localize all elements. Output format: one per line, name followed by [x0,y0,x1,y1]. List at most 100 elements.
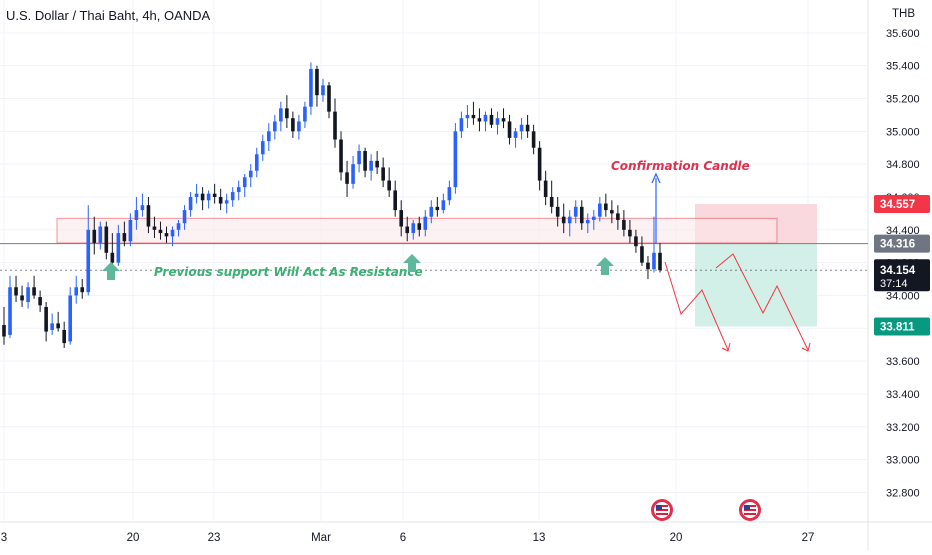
y-tick-label: 35.000 [886,126,920,138]
y-tick-label: 33.600 [886,356,920,368]
take-profit-badge [874,317,930,336]
candle-body [579,206,584,224]
candle-body [32,287,36,296]
y-tick-label: 34.800 [886,159,920,171]
candle-body [369,160,373,171]
candle-body [585,219,590,224]
candle-body [610,210,614,214]
candle-body [158,229,163,234]
candle-body [297,121,301,132]
candle-body [507,121,512,138]
candle-body [315,68,319,96]
y-tick-label: 34.000 [886,290,920,302]
candle-body [453,131,458,188]
candle-body [218,196,223,204]
candle-body [206,193,211,201]
candle-body [267,131,271,142]
candle-body [459,118,464,132]
candle-body [465,114,470,119]
candle-body [38,297,42,306]
candle-body [104,226,109,253]
y-tick-label: 34.400 [886,225,920,237]
candle-body [333,111,337,140]
projected-path-1-head [721,342,731,352]
candle-body [471,114,476,119]
candle-body [531,131,536,148]
candle-body [321,85,325,96]
time-axis: 3 20 23 Mar 6 13 20 27 [1,532,815,544]
candle-body [640,246,644,263]
green-arrow-3 [596,257,614,275]
candle-body [519,124,524,132]
candle-body [20,295,24,301]
currency-label: THB [892,8,915,20]
x-tick-label: 6 [400,532,406,544]
x-tick-label: 23 [208,532,221,544]
candle-body [26,287,30,303]
candle-body [248,170,253,178]
candle-body [152,226,157,230]
candle-body [616,213,620,220]
y-tick-label: 35.400 [886,61,920,73]
candle-body [62,329,66,344]
candle-body [80,287,85,293]
candle-body [435,206,440,211]
candle-body [387,180,391,191]
chart-title: U.S. Dollar / Thai Baht, 4h, OANDA [6,8,211,23]
candle-body [122,233,127,242]
candle-body [2,325,6,337]
candle-body [194,193,199,197]
candle-body [170,229,175,237]
candle-body [98,226,103,243]
projected-path-1 [664,261,729,351]
candle-body [604,203,608,211]
y-tick-label: 35.600 [886,28,920,40]
candle-body [176,223,181,230]
candle-body [405,226,410,234]
candle-body [230,192,235,201]
candle-body [285,108,289,119]
candle-body [634,236,638,247]
candle-body [110,252,115,263]
candle-body [429,206,434,217]
x-tick-label: 3 [1,532,7,544]
entry-badge [874,234,930,253]
candle-body [345,172,349,184]
us-flag-event-icon[interactable] [739,499,761,521]
candle-body [291,118,295,132]
candle-body [591,216,596,220]
y-tick-label: 35.200 [886,93,920,105]
candle-body [140,205,145,211]
take-profit-badge-text: 33.811 [880,321,915,333]
candle-body [423,216,428,230]
candle-body [417,223,422,230]
current-price-badge [874,259,930,292]
drawing-overlays [651,172,811,352]
stop-loss-badge [874,195,930,214]
candle-body [309,68,313,107]
candle-body [567,216,572,224]
stop-loss-badge-text: 34.557 [880,199,915,211]
candle-body [224,200,229,204]
candle-body [441,200,446,211]
candle-body [537,147,542,181]
candle-body [242,177,247,188]
confirmation-arrow-head [651,172,661,184]
take-profit-zone [695,243,817,327]
us-flag-event-icon[interactable] [651,499,673,521]
candle-body [549,196,554,207]
x-tick-label: 20 [127,532,140,544]
candle-body [622,219,626,230]
candle-body [128,219,133,242]
candle-body [92,229,97,243]
candle-body [513,131,518,138]
candle-body [598,203,602,217]
x-tick-label: 27 [802,532,815,544]
candle-body [339,139,343,173]
candle-body [381,167,385,181]
candle-body [68,295,73,342]
candle-body [375,160,379,168]
